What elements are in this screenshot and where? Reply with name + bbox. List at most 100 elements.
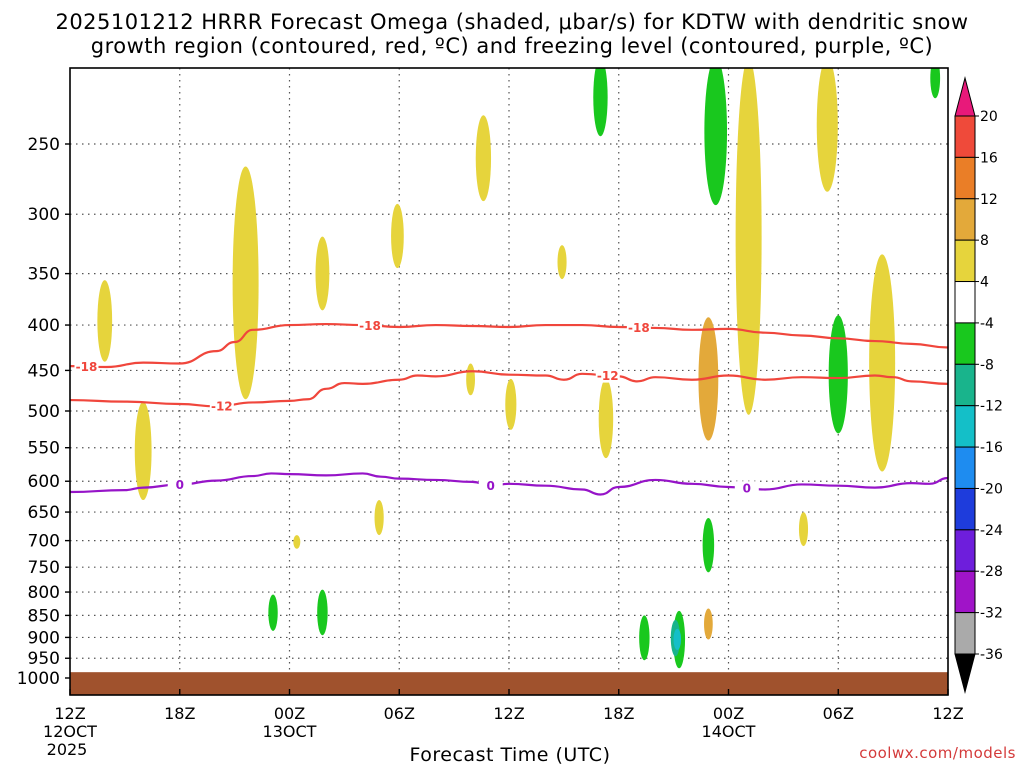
x-tick-label-18: 06Z: [384, 704, 415, 723]
chart-title-line-2: growth region (contoured, red, ºC) and f…: [90, 34, 934, 58]
y-tick-label-500: 500: [28, 402, 60, 422]
omega-blob-21: [828, 315, 848, 434]
x-tick-year-0: 2025: [47, 740, 88, 759]
x-tick-label-48: 12Z: [932, 704, 963, 723]
contour-label-bg-0-2: [626, 320, 651, 335]
contour-label-bg-2-2: [734, 481, 759, 496]
x-tick-label-6: 18Z: [164, 704, 195, 723]
colorbar-bin-1: [954, 115, 976, 158]
contour-label-2-2: 0: [743, 482, 751, 496]
contour-label-bg-1-0: [209, 398, 234, 413]
colorbar-label-5: -4: [980, 316, 994, 332]
contour-label-bg-2-1: [478, 478, 503, 493]
x-tick-label-0: 12Z: [54, 704, 85, 723]
y-tick-label-600: 600: [28, 472, 60, 492]
omega-blob-8: [505, 378, 517, 430]
x-tick-date-36: 14OCT: [702, 722, 756, 741]
y-tick-label-250: 250: [28, 135, 60, 155]
colorbar-bin-12: [954, 570, 976, 614]
omega-blob-18: [593, 68, 608, 137]
y-tick-label-700: 700: [28, 532, 60, 552]
colorbar-label-0: 20: [980, 109, 998, 125]
omega-blob-0: [97, 280, 113, 362]
omega-blob-10: [735, 68, 762, 415]
omega-blob-4: [391, 203, 404, 269]
x-tick-label-24: 12Z: [493, 704, 524, 723]
colorbar-bin-2: [954, 156, 976, 200]
omega-shading: [97, 68, 941, 669]
y-tick-label-350: 350: [28, 265, 60, 285]
y-tick-label-750: 750: [28, 558, 60, 578]
omega-blob-22: [268, 594, 278, 631]
omega-blob-12: [869, 254, 896, 472]
colorbar-label-8: -16: [980, 440, 1003, 456]
y-tick-label-950: 950: [28, 649, 60, 669]
y-tick-label-450: 450: [28, 361, 60, 381]
y-axis: 2503003504004505005506006507007508008509…: [17, 135, 70, 689]
contour-label-2-1: 0: [487, 479, 495, 493]
x-tick-date-12: 13OCT: [263, 722, 317, 741]
y-tick-label-800: 800: [28, 583, 60, 603]
contour-label-2-0: 0: [176, 478, 184, 492]
omega-blob-3: [315, 236, 330, 311]
omega-blob-17: [293, 535, 301, 549]
colorbar-bin-5: [954, 281, 976, 324]
x-axis-title: Forecast Time (UTC): [409, 744, 611, 766]
source-credit[interactable]: coolwx.com/models: [859, 744, 1016, 762]
colorbar-bin-4: [954, 239, 976, 283]
x-tick-label-30: 18Z: [603, 704, 634, 723]
contour-label-0-0: -18: [76, 360, 98, 374]
contour-label-0-1: -18: [359, 319, 381, 333]
contour-label-bg-1-1: [595, 368, 620, 383]
colorbar-label-13: -36: [980, 647, 1003, 663]
x-tick-label-42: 06Z: [823, 704, 854, 723]
contour-label-bg-2-0: [167, 477, 192, 492]
colorbar-label-1: 16: [980, 150, 998, 166]
y-tick-label-550: 550: [28, 439, 60, 459]
omega-blob-20: [930, 68, 941, 99]
grid: [70, 68, 948, 695]
x-tick-label-12: 00Z: [274, 704, 305, 723]
contour-label-1-1: -12: [597, 369, 619, 383]
contour-label-0-2: -18: [628, 321, 650, 335]
colorbar-label-4: 4: [980, 275, 989, 291]
contour-label-1-0: -12: [211, 399, 233, 413]
contour-line-1: [70, 370, 948, 408]
y-tick-label-850: 850: [28, 606, 60, 626]
y-tick-label-300: 300: [28, 205, 60, 225]
x-tick-date-0: 12OCT: [43, 722, 97, 741]
chart-title-line-1: 2025101212 HRRR Forecast Omega (shaded, …: [55, 10, 969, 34]
colorbar-bin-7: [954, 363, 976, 407]
y-tick-label-1000: 1000: [17, 669, 60, 689]
omega-blob-5: [475, 115, 492, 202]
omega-blob-9: [598, 378, 614, 459]
colorbar-label-2: 12: [980, 192, 998, 208]
colorbar-label-9: -20: [980, 481, 1003, 497]
omega-blob-24: [702, 517, 715, 573]
colorbar-top-arrow: [954, 76, 976, 117]
colorbar-label-3: 8: [980, 233, 989, 249]
omega-blob-19: [704, 68, 728, 206]
y-tick-label-400: 400: [28, 316, 60, 336]
temperature-contours: -18 -18 -18 -12 -12 0 0 0: [70, 318, 948, 496]
omega-blob-1: [134, 401, 152, 501]
omega-blob-2: [232, 166, 259, 400]
omega-blob-7: [466, 363, 475, 396]
contour-label-bg-0-1: [357, 318, 382, 333]
colorbar-bottom-arrow: [954, 653, 976, 694]
y-tick-label-900: 900: [28, 628, 60, 648]
colorbar-label-6: -8: [980, 357, 994, 373]
omega-blob-15: [374, 500, 384, 536]
contour-label-bg-0-0: [74, 359, 99, 374]
colorbar-label-12: -32: [980, 606, 1003, 622]
y-tick-label-650: 650: [28, 503, 60, 523]
colorbar-label-11: -28: [980, 564, 1003, 580]
omega-blob-11: [816, 68, 838, 192]
omega-blob-6: [557, 245, 567, 280]
colorbar-bin-10: [954, 487, 976, 531]
omega-blob-28: [673, 628, 682, 651]
contour-line-0: [70, 322, 948, 369]
omega-blob-25: [639, 615, 650, 661]
